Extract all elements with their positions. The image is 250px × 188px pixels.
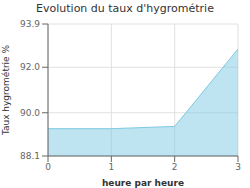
svg-text:heure par heure: heure par heure <box>102 178 184 188</box>
html-text:Evolution du taux d'hygrométri: Evolution du taux d'hygrométrie <box>36 2 214 15</box>
svg-text:92.0: 92.0 <box>20 62 40 72</box>
svg-text:3: 3 <box>235 162 241 172</box>
svg-text:Taux hygrométrie %: Taux hygrométrie % <box>8 44 11 136</box>
svg-text:0: 0 <box>45 162 51 172</box>
svg-text:93.9: 93.9 <box>20 19 40 29</box>
svg-text:2: 2 <box>172 162 178 172</box>
svg-text:90.0: 90.0 <box>20 108 40 118</box>
svg-text:88.1: 88.1 <box>20 151 40 161</box>
svg-text:1: 1 <box>108 162 114 172</box>
